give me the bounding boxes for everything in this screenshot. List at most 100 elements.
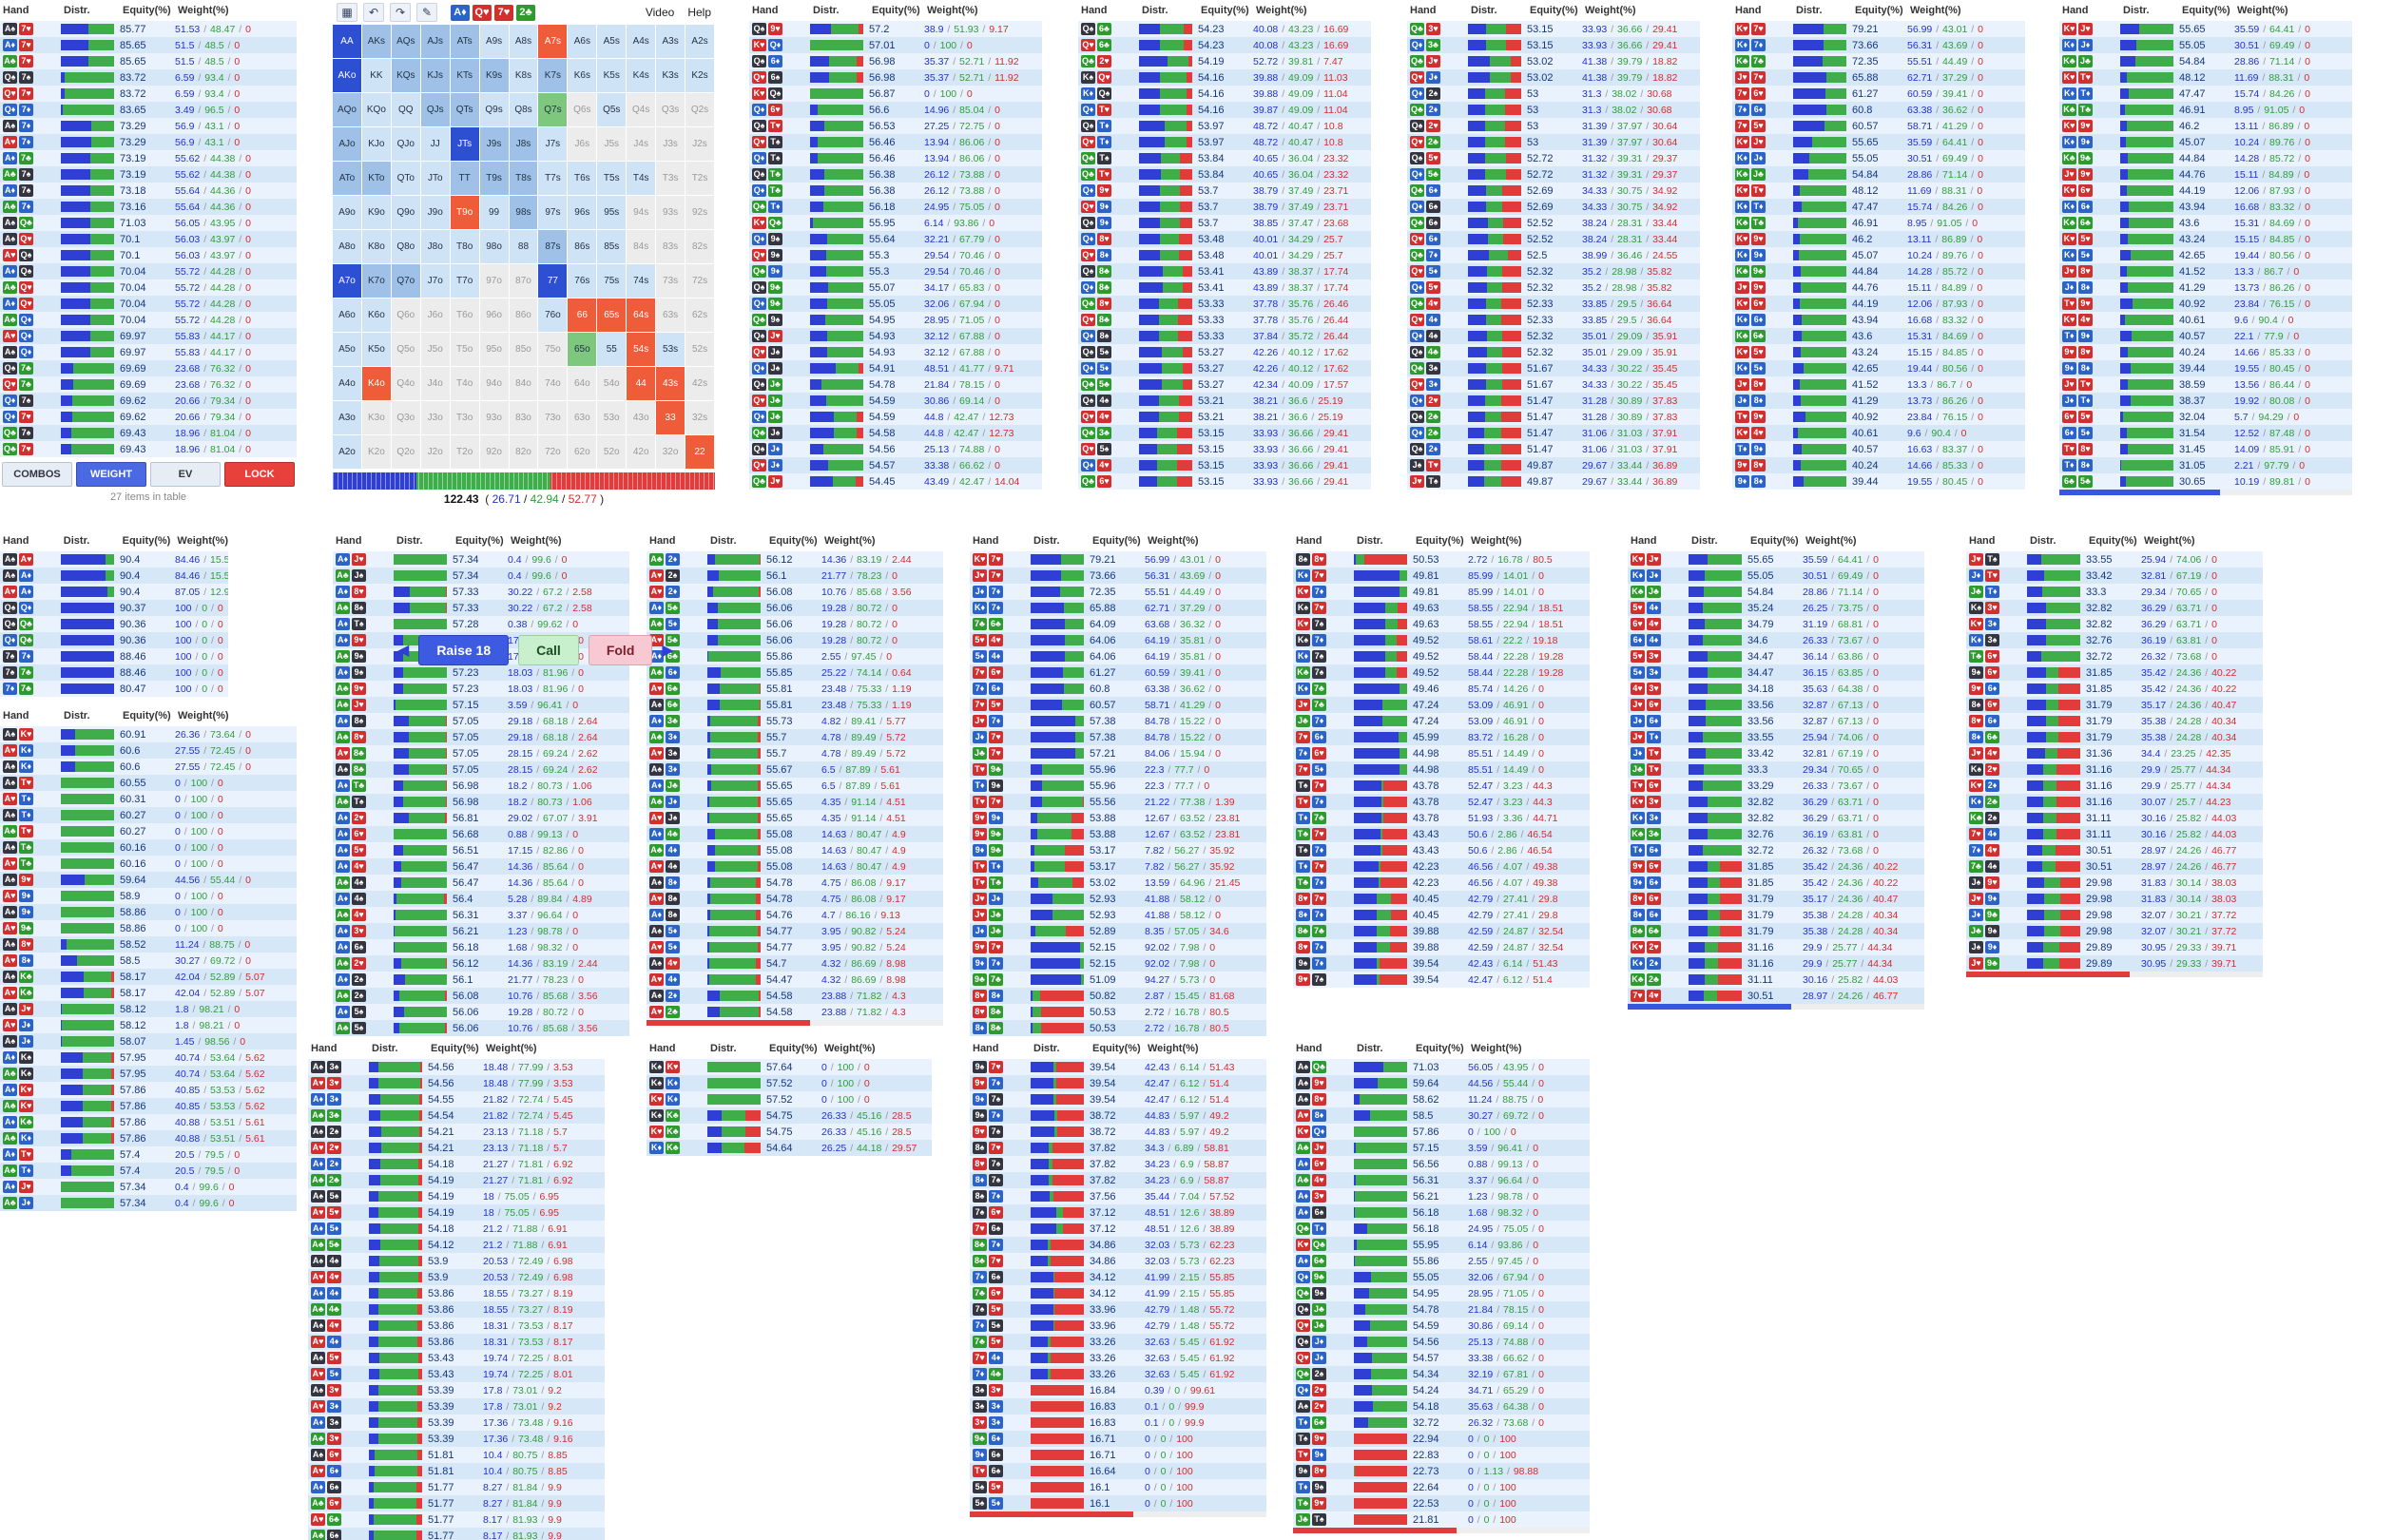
hand-row[interactable]: 7♦ 4♣ 33.26 32.63 / 5.45 / 61.92: [970, 1366, 1266, 1382]
hand-row[interactable]: K♥ 3♦ 32.82 36.29 / 63.71 / 0: [1966, 616, 2263, 632]
hand-row[interactable]: Q♠ Q♣ 90.36 100 / 0 / 0: [0, 616, 228, 632]
hand-row[interactable]: 8♥ 7♠ 37.82 34.23 / 6.9 / 58.87: [970, 1156, 1266, 1172]
hand-row[interactable]: A♦ 3♥ 56.21 1.23 / 98.78 / 0: [333, 923, 629, 939]
matrix-cell-54s[interactable]: 54s: [627, 333, 657, 367]
matrix-cell-66[interactable]: 66: [568, 298, 598, 333]
hand-row[interactable]: J♦ 6♦ 33.56 32.87 / 67.13 / 0: [1628, 713, 1924, 729]
hand-row[interactable]: 7♣ 4♠ 30.51 28.97 / 24.26 / 46.77: [1966, 858, 2263, 875]
hand-row[interactable]: A♣ J♥ 57.15 3.59 / 96.41 / 0: [1293, 1140, 1590, 1156]
matrix-cell-J3o[interactable]: J3o: [420, 401, 451, 435]
hand-row[interactable]: Q♦ Q♣ 90.36 100 / 0 / 0: [0, 632, 228, 648]
hand-row[interactable]: A♥ 4♥ 53.9 20.53 / 72.49 / 6.98: [308, 1269, 605, 1285]
matrix-cell-T8o[interactable]: T8o: [450, 230, 480, 264]
hand-row[interactable]: A♦ 6♠ 56.18 1.68 / 98.32 / 0: [333, 939, 629, 955]
matrix-cell-T2s[interactable]: T2s: [685, 162, 715, 196]
hand-row[interactable]: T♣ 6♥ 32.72 26.32 / 73.68 / 0: [1966, 648, 2263, 664]
hand-row[interactable]: J♣ 7♦ 47.24 53.09 / 46.91 / 0: [1293, 713, 1590, 729]
hand-row[interactable]: A♦ 6♥ 56.68 0.88 / 99.13 / 0: [333, 826, 629, 842]
hand-row[interactable]: A♣ 3♥ 53.39 17.36 / 73.48 / 9.16: [308, 1431, 605, 1447]
hand-row[interactable]: T♥ 8♥ 31.45 14.09 / 85.91 / 0: [2059, 441, 2352, 457]
hand-row[interactable]: Q♥ 5♦ 52.32 35.2 / 28.98 / 35.82: [1407, 263, 1700, 279]
hand-row[interactable]: J♥ 9♦ 29.98 31.83 / 30.14 / 38.03: [1966, 891, 2263, 907]
hand-row[interactable]: 5♦ 4♦ 64.06 64.19 / 35.81 / 0: [970, 648, 1266, 664]
matrix-cell-AQs[interactable]: AQs: [391, 25, 421, 59]
hand-row[interactable]: K♦ 2♣ 31.16 30.07 / 25.7 / 44.23: [1966, 794, 2263, 810]
hand-row[interactable]: J♠ 9♥ 29.98 31.83 / 30.14 / 38.03: [1966, 875, 2263, 891]
matrix-cell-K9o[interactable]: K9o: [361, 196, 392, 230]
hand-row[interactable]: A♥ K♣ 58.17 42.04 / 52.89 / 5.07: [0, 985, 297, 1001]
hand-row[interactable]: A♥ 9♦ 58.9 0 / 100 / 0: [0, 888, 297, 904]
matrix-cell-AJs[interactable]: AJs: [420, 25, 451, 59]
hand-row[interactable]: Q♥ T♦ 53.97 48.72 / 40.47 / 10.8: [1078, 134, 1371, 150]
hand-row[interactable]: Q♠ 9♦ 53.7 38.85 / 37.47 / 23.68: [1078, 215, 1371, 231]
hand-row[interactable]: 9♥ 8♥ 40.24 14.66 / 85.33 / 0: [1732, 457, 2025, 473]
matrix-cell-83s[interactable]: 83s: [656, 230, 686, 264]
hand-row[interactable]: A♠ 3♦ 55.67 6.5 / 87.89 / 5.61: [647, 761, 943, 778]
matrix-cell-A7o[interactable]: A7o: [333, 264, 362, 298]
hand-row[interactable]: A♣ K♦ 57.86 40.88 / 53.51 / 5.61: [0, 1130, 297, 1146]
hand-row[interactable]: A♦ 5♣ 56.06 19.28 / 80.72 / 0: [647, 600, 943, 616]
matrix-cell-96o[interactable]: 96o: [479, 298, 510, 333]
hand-row[interactable]: A♠ J♥ 58.12 1.8 / 98.21 / 0: [0, 1001, 297, 1017]
hand-row[interactable]: Q♥ J♣ 54.59 30.86 / 69.14 / 0: [1293, 1318, 1590, 1334]
hand-row[interactable]: K♥ 3♥ 32.82 36.29 / 63.71 / 0: [1628, 794, 1924, 810]
matrix-cell-T5s[interactable]: T5s: [597, 162, 627, 196]
hand-row[interactable]: A♥ 3♠ 55.7 4.78 / 89.49 / 5.72: [647, 745, 943, 761]
matrix-cell-85o[interactable]: 85o: [509, 333, 539, 367]
hand-row[interactable]: T♣ 9♥ 22.53 0 / 0 / 100: [1293, 1495, 1590, 1511]
hand-row[interactable]: J♣ 9♠ 29.98 32.07 / 30.21 / 37.72: [1966, 923, 2263, 939]
hand-row[interactable]: A♠ Q♣ 71.03 56.05 / 43.95 / 0: [0, 215, 297, 231]
hand-row[interactable]: Q♣ 6♥ 53.15 33.93 / 36.66 / 29.41: [1078, 473, 1371, 490]
hand-row[interactable]: A♣ J♥ 57.15 3.59 / 96.41 / 0: [333, 697, 629, 713]
hand-row[interactable]: A♣ 5♠ 56.06 10.76 / 85.68 / 3.56: [333, 1020, 629, 1036]
hand-row[interactable]: 8♠ 7♦ 37.56 35.44 / 7.04 / 57.52: [970, 1188, 1266, 1204]
hand-row[interactable]: A♣ 4♠ 56.47 14.36 / 85.64 / 0: [333, 875, 629, 891]
hand-row[interactable]: A♣ 2♠ 56.08 10.76 / 85.68 / 3.56: [333, 988, 629, 1004]
hand-row[interactable]: J♥ 4♥ 31.36 34.4 / 23.25 / 42.35: [1966, 745, 2263, 761]
matrix-cell-QJo[interactable]: QJo: [391, 127, 421, 162]
matrix-cell-93o[interactable]: 93o: [479, 401, 510, 435]
matrix-cell-65o[interactable]: 65o: [568, 333, 598, 367]
hand-row[interactable]: T♠ 7♥ 43.78 52.47 / 3.23 / 44.3: [1293, 778, 1590, 794]
hand-row[interactable]: J♣ T♠ 21.81 0 / 0 / 100: [1293, 1511, 1590, 1528]
matrix-cell-72o[interactable]: 72o: [538, 435, 569, 470]
hand-row[interactable]: Q♠ J♣ 54.78 21.84 / 78.15 / 0: [749, 376, 1042, 393]
hand-row[interactable]: A♥ 2♦ 56.08 10.76 / 85.68 / 3.56: [647, 584, 943, 600]
hand-row[interactable]: A♦ 4♦ 53.86 18.55 / 73.27 / 8.19: [308, 1285, 605, 1301]
matrix-cell-Q6s[interactable]: Q6s: [568, 93, 598, 127]
matrix-cell-T4o[interactable]: T4o: [450, 367, 480, 401]
hand-row[interactable]: Q♣ 7♥ 69.43 18.96 / 81.04 / 0: [0, 441, 297, 457]
hand-row[interactable]: K♦ 6♦ 43.94 16.68 / 83.32 / 0: [2059, 199, 2352, 215]
hand-row[interactable]: A♦ 8♠ 57.05 29.18 / 68.18 / 2.64: [333, 713, 629, 729]
hand-row[interactable]: Q♦ 7♦ 83.65 3.49 / 96.5 / 0: [0, 102, 297, 118]
hand-row[interactable]: 7♥ 6♥ 61.27 60.59 / 39.41 / 0: [970, 664, 1266, 681]
hand-row[interactable]: A♠ T♦ 60.27 0 / 100 / 0: [0, 807, 297, 823]
matrix-cell-73o[interactable]: 73o: [538, 401, 569, 435]
matrix-cell-J5o[interactable]: J5o: [420, 333, 451, 367]
hand-row[interactable]: J♥ 9♣ 29.89 30.95 / 29.33 / 39.71: [1966, 955, 2263, 972]
hand-row[interactable]: K♦ 2♦ 31.16 29.9 / 25.77 / 44.34: [1628, 955, 1924, 972]
hand-row[interactable]: 9♦ 7♦ 52.15 92.02 / 7.98 / 0: [970, 955, 1266, 972]
hand-row[interactable]: A♣ 5♦ 56.06 19.28 / 80.72 / 0: [647, 616, 943, 632]
hand-row[interactable]: K♦ 7♣ 49.46 85.74 / 14.26 / 0: [1293, 681, 1590, 697]
matrix-cell-J2o[interactable]: J2o: [420, 435, 451, 470]
hand-row[interactable]: A♦ K♥ 57.86 40.85 / 53.53 / 5.62: [0, 1082, 297, 1098]
hand-row[interactable]: 9♦ 7♠ 39.54 42.47 / 6.12 / 51.4: [970, 1091, 1266, 1107]
matrix-cell-AA[interactable]: AA: [333, 25, 362, 59]
hand-row[interactable]: Q♦ T♣ 56.38 26.12 / 73.88 / 0: [749, 183, 1042, 199]
hand-row[interactable]: 8♣ 7♦ 34.86 32.03 / 5.73 / 62.23: [970, 1237, 1266, 1253]
hand-row[interactable]: 9♦ 8♦ 39.44 19.55 / 80.45 / 0: [1732, 473, 2025, 490]
hand-row[interactable]: K♦ 6♦ 43.94 16.68 / 83.32 / 0: [1732, 312, 2025, 328]
hand-row[interactable]: Q♥ 4♥ 53.21 38.21 / 36.6 / 25.19: [1078, 409, 1371, 425]
hand-row[interactable]: A♥ 8♣ 57.05 28.15 / 69.24 / 2.62: [333, 745, 629, 761]
hand-row[interactable]: Q♥ 3♦ 51.67 34.33 / 30.22 / 35.45: [1407, 376, 1700, 393]
matrix-cell-32s[interactable]: 32s: [685, 401, 715, 435]
hand-row[interactable]: 7♥ 5♦ 44.98 85.51 / 14.49 / 0: [1293, 761, 1590, 778]
hand-row[interactable]: A♣ 6♥ 51.77 8.27 / 81.84 / 9.9: [308, 1495, 605, 1511]
hand-row[interactable]: Q♥ 5♠ 53.15 33.93 / 36.66 / 29.41: [1078, 441, 1371, 457]
matrix-cell-A4s[interactable]: A4s: [627, 25, 657, 59]
hand-row[interactable]: A♥ Q♦ 69.97 55.83 / 44.17 / 0: [0, 328, 297, 344]
hand-row[interactable]: A♣ 4♥ 56.31 3.37 / 96.64 / 0: [1293, 1172, 1590, 1188]
hand-row[interactable]: 8♥ 6♦ 31.79 35.38 / 24.28 / 40.34: [1966, 713, 2263, 729]
hand-row[interactable]: J♠ 9♦ 29.89 30.95 / 29.33 / 39.71: [1966, 939, 2263, 955]
